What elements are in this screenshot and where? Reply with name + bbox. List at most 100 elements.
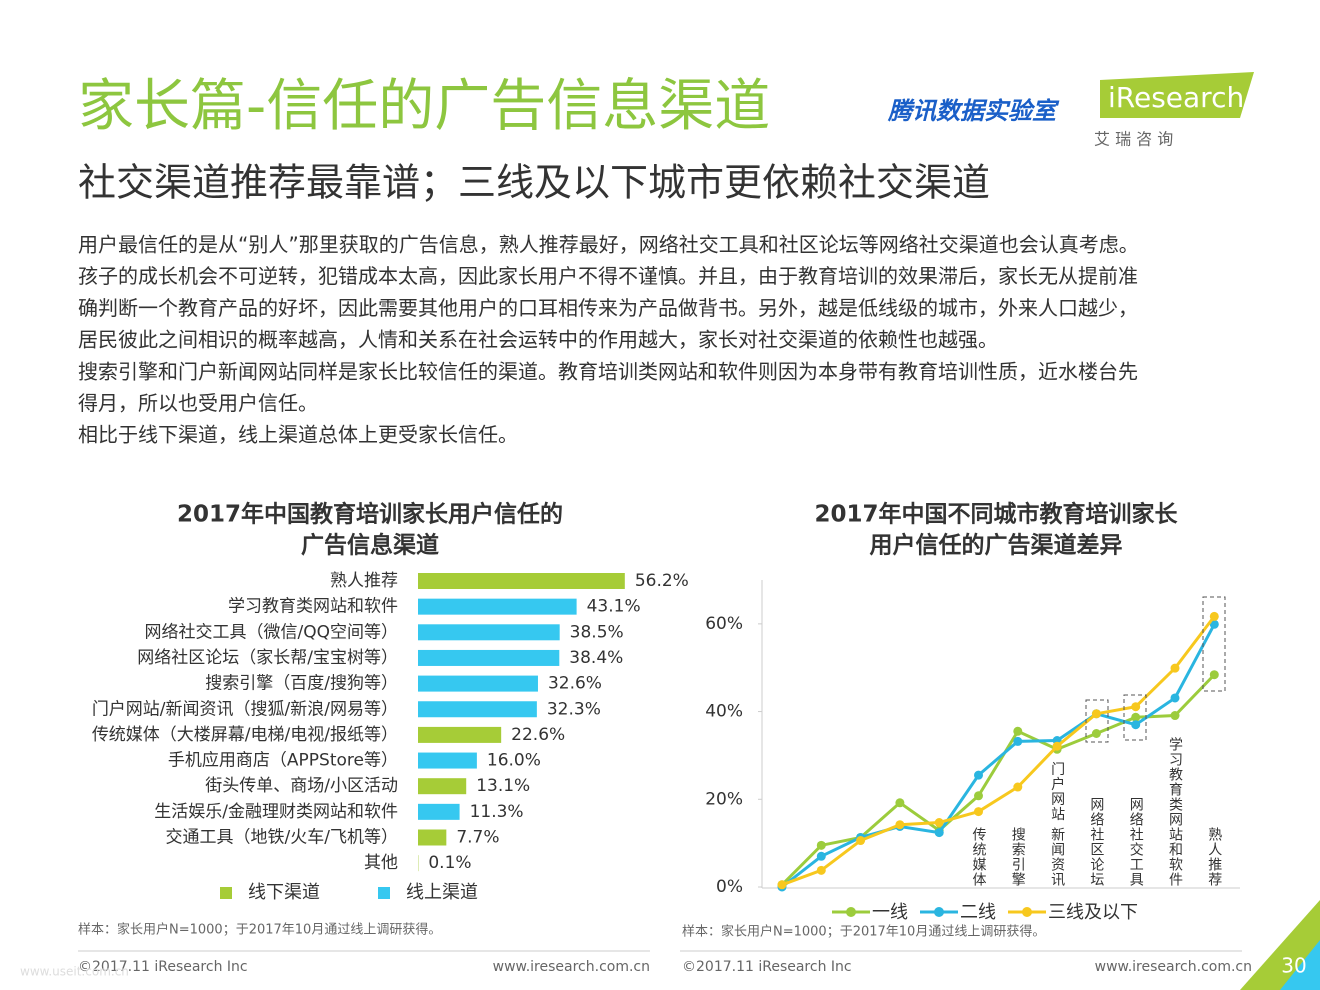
bar (418, 675, 538, 692)
bar (418, 649, 560, 666)
series-line (781, 615, 1216, 887)
value-label: 0.1% (428, 853, 471, 873)
category-label: 其他 (364, 853, 398, 873)
point (934, 818, 944, 828)
value-label: 32.6% (548, 674, 602, 694)
corner-shape (1280, 940, 1320, 990)
point (777, 880, 787, 890)
point (1131, 712, 1141, 722)
highlight-box (1085, 699, 1109, 743)
note: 样本：家长用户N=1000；于2017年10月通过线上调研获得。 (682, 924, 1045, 940)
body-text: 用户最信任的是从“别人”那里获取的广告信息，熟人推荐最好，网络社交工具和社区论坛… (78, 233, 1139, 447)
legend-label: 线下渠道 (248, 882, 320, 903)
category-label: 街头传单、商场/小区活动 (205, 776, 398, 796)
point (895, 798, 905, 808)
copyright: ©2017.11 iResearch Inc (78, 959, 248, 975)
watermark: www.useit.com.cn (20, 965, 129, 979)
x-category-label: 传统媒体 (971, 827, 987, 887)
y-tick-label: 40% (705, 702, 743, 722)
page-number: 30 (1281, 954, 1306, 978)
category-label: 门户网站/新闻资讯（搜狐/新浪/网易等） (92, 699, 398, 719)
point (1091, 729, 1101, 738)
chart-title: 2017年中国教育培训家长用户信任的 (177, 501, 563, 528)
legend-label: 一线 (872, 902, 908, 923)
category-label: 交通工具（地铁/火车/飞机等） (166, 828, 398, 848)
body-line: 用户最信任的是从“别人”那里获取的广告信息，熟人推荐最好，网络社交工具和社区论坛… (78, 233, 1139, 257)
bar (418, 752, 477, 769)
value-label: 32.3% (547, 699, 601, 719)
point (1013, 736, 1023, 746)
legend-label: 线上渠道 (406, 882, 478, 903)
bar (418, 624, 560, 641)
point (1052, 741, 1062, 751)
body-line: 居民彼此之间相识的概率越高，人情和关系在社会运转中的作用越大，家长对社交渠道的依… (78, 328, 998, 352)
series-line (780, 673, 1216, 886)
point (816, 851, 826, 861)
value-label: 7.7% (456, 828, 499, 848)
iresearch-cn: 艾 瑞 咨 询 (1094, 130, 1173, 149)
bar (418, 701, 537, 718)
legend-swatch (378, 887, 390, 899)
y-tick-label: 20% (705, 789, 743, 809)
point (974, 770, 983, 780)
point (895, 820, 905, 830)
point (1209, 611, 1219, 621)
value-label: 16.0% (487, 751, 541, 771)
value-label: 22.6% (511, 725, 565, 745)
url: www.iresearch.com.cn (493, 959, 650, 975)
category-label: 网络社区论坛（家长帮/宝宝树等） (137, 648, 398, 668)
category-label: 搜索引擎（百度/搜狗等） (205, 674, 398, 694)
legend-swatch (220, 887, 232, 899)
bar (418, 726, 502, 743)
logo-shape (1100, 72, 1254, 118)
category-label: 生活娱乐/金融理财类网站和软件 (154, 802, 398, 822)
value-label: 38.4% (569, 648, 623, 668)
x-category-label: 熟人推荐 (1206, 827, 1222, 887)
x-category-label: 门户网站 新闻资讯 (1049, 762, 1065, 888)
point (1013, 782, 1023, 792)
bar (418, 778, 467, 795)
value-label: 56.2% (635, 571, 689, 591)
point (934, 828, 944, 838)
highlight-box (1123, 694, 1147, 741)
category-label: 网络社交工具（微信/QQ空间等） (145, 622, 399, 642)
page-title: 家长篇-信任的广告信息渠道 (78, 74, 770, 139)
y-tick-label: 0% (716, 877, 743, 897)
value-label: 11.3% (470, 802, 524, 822)
note: 样本：家长用户N=1000；于2017年10月通过线上调研获得。 (78, 922, 441, 938)
point (1170, 663, 1180, 673)
body-line: 孩子的成长机会不可逆转，犯错成本太高，因此家长用户不得不谨慎。并且，由于教育培训… (78, 264, 1138, 288)
bar (418, 829, 447, 846)
bar (418, 803, 460, 820)
body-line: 得月，所以也受用户信任。 (78, 391, 318, 415)
category-label: 学习教育类网站和软件 (228, 597, 398, 617)
point (1131, 720, 1141, 730)
x-category-label: 搜索引擎 (1010, 827, 1026, 887)
x-category-label: 网络社交工具 (1128, 797, 1144, 887)
chart-title: 2017年中国不同城市教育培训家长 (814, 501, 1178, 528)
point (1013, 726, 1023, 736)
legend-label: 二线 (960, 902, 996, 923)
value-label: 43.1% (587, 597, 641, 617)
point (1091, 709, 1101, 719)
point (974, 807, 983, 817)
chart-title: 用户信任的广告渠道差异 (870, 532, 1123, 559)
series-line (781, 623, 1216, 889)
point (856, 836, 866, 846)
iresearch-logo: iResearch (1108, 81, 1244, 114)
point (1209, 619, 1219, 629)
url: www.iresearch.com.cn (1095, 959, 1252, 975)
legend-label: 三线及以下 (1048, 902, 1138, 923)
legend-marker (846, 907, 856, 917)
category-label: 手机应用商店（APPStore等） (168, 751, 398, 771)
x-category-label: 学习教育类网站和软件 (1167, 737, 1183, 887)
body-line: 搜索引擎和门户新闻网站同样是家长比较信任的渠道。教育培训类网站和软件则因为本身带… (78, 359, 1138, 383)
highlight-box (1202, 596, 1226, 692)
point (974, 791, 983, 801)
point (1170, 693, 1180, 703)
category-label: 熟人推荐 (330, 570, 398, 591)
x-category-label: 网络社区论坛 (1088, 797, 1104, 887)
